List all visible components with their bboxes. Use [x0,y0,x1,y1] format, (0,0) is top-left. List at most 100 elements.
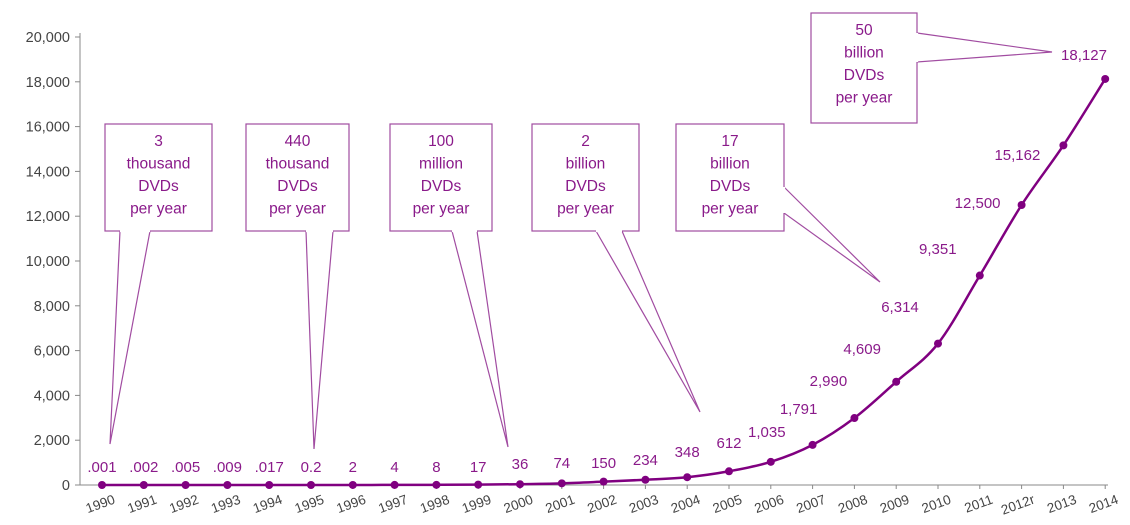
data-label: 150 [591,455,616,472]
callout-text: 440 [285,133,311,150]
data-point [223,480,232,489]
callout-text: 17 [721,133,738,150]
callout-text: per year [557,201,614,218]
data-point [181,480,190,489]
callout-box: 3 thousand DVDs per year [104,123,213,445]
data-point [1059,141,1068,150]
data-point [683,473,692,482]
x-tick-label: 2009 [878,492,911,516]
x-tick-label: 1995 [293,492,326,516]
callout-frame [675,123,785,232]
callout-box: 17 billion DVDs per year [675,123,881,283]
data-point [850,414,859,423]
x-tick-label: 2013 [1045,492,1078,516]
data-label: .005 [171,459,200,476]
x-tick-label: 2011 [962,492,994,516]
callout-text: DVDs [138,178,179,195]
data-point [432,480,441,489]
x-tick-label: 1997 [376,492,409,516]
y-tick-label: 12,000 [26,209,70,225]
data-label: 348 [675,444,700,461]
data-label: 18,127 [1061,47,1107,64]
data-label: 36 [512,456,529,473]
data-label: .002 [129,459,158,476]
data-point [98,480,106,489]
data-label: 4,609 [843,341,881,358]
callout-text: per year [130,201,187,218]
data-label: 234 [633,452,658,469]
callout-frame [531,123,640,232]
y-tick-label: 14,000 [26,164,70,180]
y-tick-label: 4,000 [34,388,70,404]
callout-frame [104,123,213,232]
data-label: 17 [470,459,487,476]
data-point [599,477,608,486]
x-tick-label: 2005 [711,492,744,516]
x-tick-label: 2010 [920,492,953,516]
callout-text: 50 [855,22,873,39]
callout-frame [389,123,493,232]
callout-box: 50 billion DVDs per year [810,12,1053,124]
data-point [390,480,399,489]
data-point [265,480,274,489]
x-tick-label: 2002 [585,492,618,516]
callout-text: thousand [266,156,330,173]
x-tick-label: 1993 [209,492,242,516]
x-tick-label: 2004 [669,492,703,517]
callout-pointer [783,185,881,283]
data-point [474,480,483,489]
data-label: .009 [213,459,242,476]
data-point [1101,74,1110,83]
callout-text: DVDs [710,178,751,195]
data-point [1017,201,1026,209]
data-label: 4 [390,459,398,476]
callout-box: 440 thousand DVDs per year [245,123,350,450]
data-point [766,457,775,466]
x-tick-label: 1996 [334,492,367,516]
callout-pointer [594,230,701,413]
x-tick-label: 2001 [543,492,576,516]
x-tick-label: 2003 [627,492,660,516]
callout-text: thousand [127,156,191,173]
data-label: 2,990 [810,373,848,390]
data-label: 0.2 [301,459,322,476]
callout-text: DVDs [565,178,606,195]
callout-text: per year [702,201,759,218]
y-tick-label: 6,000 [34,344,70,360]
x-tick-label: 1992 [167,492,200,516]
data-label: 9,351 [919,241,957,258]
y-tick-label: 20,000 [26,30,70,46]
data-point [934,339,942,348]
data-point [641,475,650,484]
callout-text: per year [413,201,470,218]
data-label: 1,035 [748,424,786,441]
callout-text: billion [566,156,606,173]
y-tick-label: 10,000 [26,254,70,270]
callout-pointer [305,230,334,450]
callout-text: DVDs [277,178,318,195]
data-label: 8 [432,459,440,476]
data-label: 2 [349,459,357,476]
data-point [975,271,984,280]
x-tick-label: 2000 [502,492,535,516]
x-tick-label: 2012r [999,492,1037,518]
callout-text: per year [269,201,326,218]
callout-pointer [109,230,151,445]
callout-box: 100 million DVDs per year [389,123,509,448]
data-point [516,480,524,489]
y-tick-label: 18,000 [26,75,70,91]
data-point [139,480,148,489]
data-label: .017 [255,459,284,476]
x-tick-label: 2007 [794,492,827,516]
x-tick-label: 2006 [752,492,785,516]
y-tick-label: 8,000 [34,299,70,315]
data-label: 12,500 [955,195,1001,212]
data-label: 6,314 [881,299,919,316]
y-tick-label: 0 [62,478,70,494]
data-point [808,440,817,449]
callout-text: DVDs [421,178,462,195]
callout-text: DVDs [844,67,885,84]
callout-text: 100 [428,133,454,150]
data-point [307,480,315,489]
data-point [557,479,566,488]
